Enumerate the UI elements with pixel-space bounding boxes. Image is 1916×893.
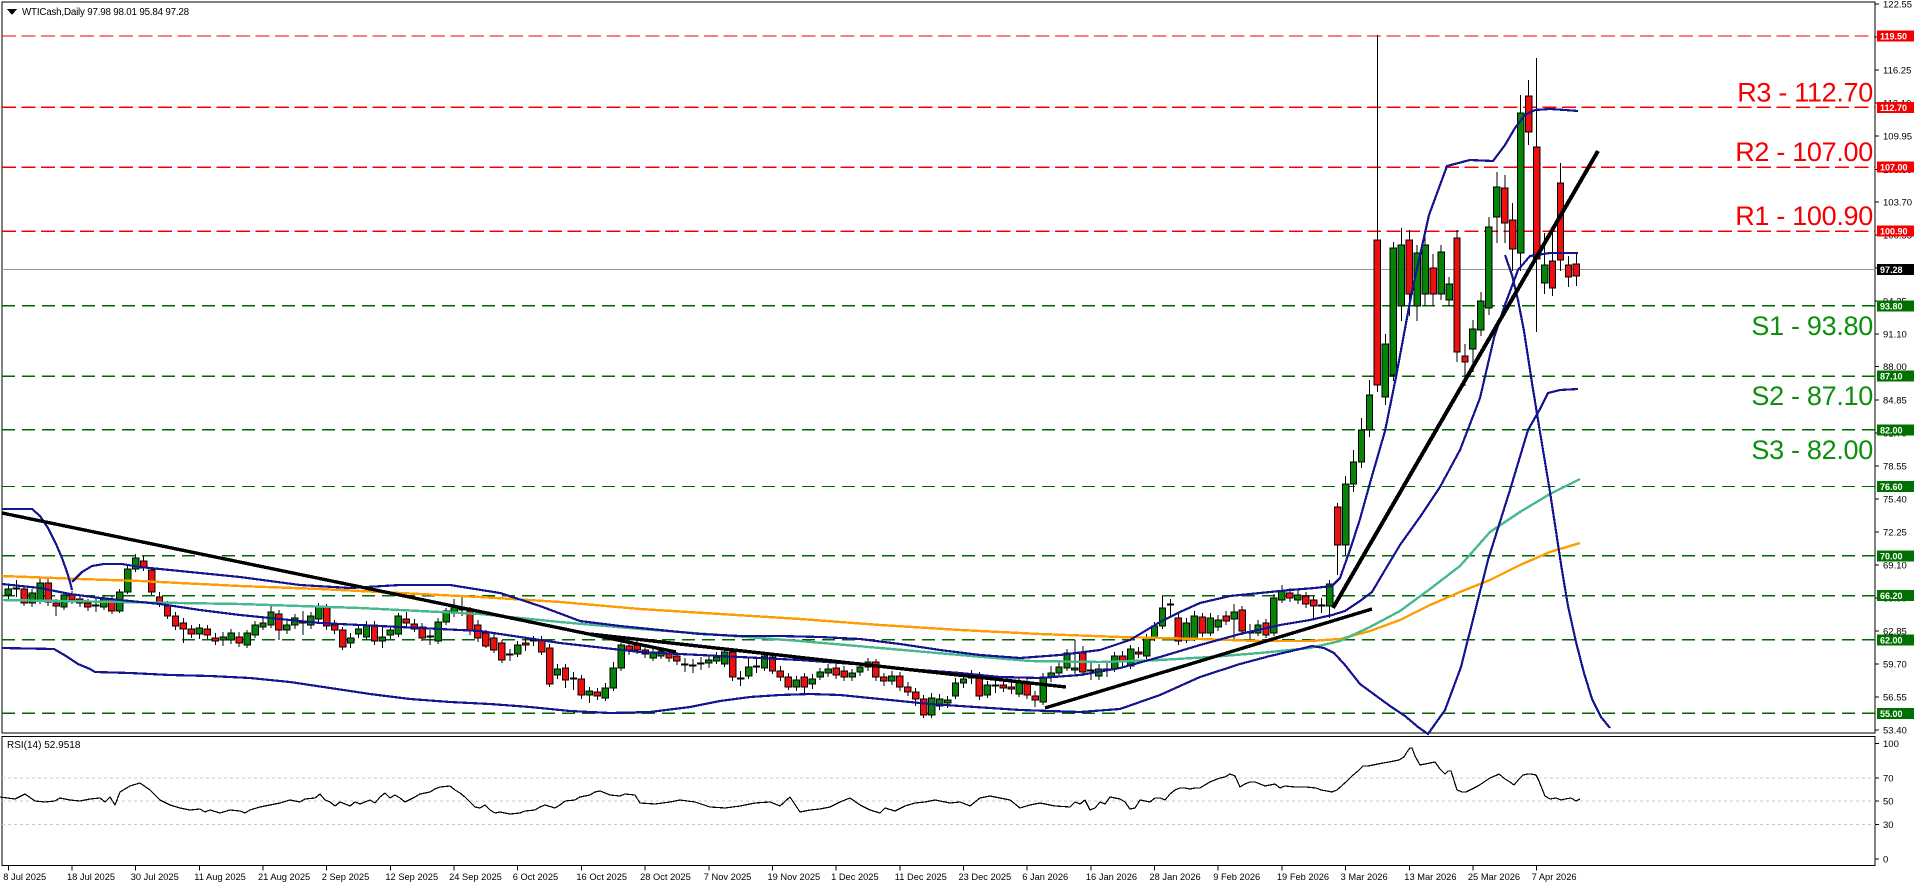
svg-text:8 Jul 2025: 8 Jul 2025 — [3, 872, 46, 882]
svg-text:122.55: 122.55 — [1883, 0, 1912, 10]
svg-text:12 Sep 2025: 12 Sep 2025 — [385, 872, 438, 882]
svg-text:119.50: 119.50 — [1880, 31, 1907, 41]
svg-text:28 Jan 2026: 28 Jan 2026 — [1150, 872, 1201, 882]
svg-text:19 Nov 2025: 19 Nov 2025 — [768, 872, 821, 882]
svg-text:16 Oct 2025: 16 Oct 2025 — [576, 872, 627, 882]
svg-text:S3 - 82.00: S3 - 82.00 — [1751, 435, 1873, 465]
svg-text:112.70: 112.70 — [1880, 103, 1907, 113]
svg-text:100.90: 100.90 — [1880, 227, 1908, 237]
svg-text:55.00: 55.00 — [1880, 709, 1903, 719]
svg-text:7 Nov 2025: 7 Nov 2025 — [704, 872, 752, 882]
svg-text:100: 100 — [1883, 739, 1899, 750]
svg-text:116.25: 116.25 — [1883, 66, 1911, 77]
svg-text:21 Aug 2025: 21 Aug 2025 — [258, 872, 310, 882]
svg-text:50: 50 — [1883, 797, 1894, 808]
svg-text:93.80: 93.80 — [1880, 301, 1903, 311]
svg-text:3 Mar 2026: 3 Mar 2026 — [1341, 872, 1388, 882]
svg-text:1 Dec 2025: 1 Dec 2025 — [831, 872, 879, 882]
svg-text:82.00: 82.00 — [1880, 425, 1903, 435]
svg-text:28 Oct 2025: 28 Oct 2025 — [640, 872, 691, 882]
svg-text:30: 30 — [1883, 820, 1894, 831]
svg-text:70.00: 70.00 — [1880, 551, 1903, 561]
svg-text:0: 0 — [1883, 854, 1888, 865]
svg-text:WTICash,Daily 97.98 98.01 95.: WTICash,Daily 97.98 98.01 95.84 97.28 — [22, 7, 190, 18]
svg-text:13 Mar 2026: 13 Mar 2026 — [1404, 872, 1456, 882]
svg-text:6 Oct 2025: 6 Oct 2025 — [513, 872, 558, 882]
svg-text:103.70: 103.70 — [1883, 197, 1912, 208]
svg-text:91.10: 91.10 — [1883, 330, 1907, 341]
svg-text:2 Sep 2025: 2 Sep 2025 — [322, 872, 370, 882]
svg-text:S2 - 87.10: S2 - 87.10 — [1751, 381, 1873, 411]
svg-text:7 Apr 2026: 7 Apr 2026 — [1532, 872, 1577, 882]
svg-text:76.60: 76.60 — [1880, 482, 1903, 492]
svg-text:24 Sep 2025: 24 Sep 2025 — [449, 872, 502, 882]
svg-text:53.40: 53.40 — [1883, 726, 1907, 737]
svg-text:S1 - 93.80: S1 - 93.80 — [1751, 311, 1873, 341]
svg-text:16 Jan 2026: 16 Jan 2026 — [1086, 872, 1137, 882]
svg-text:62.85: 62.85 — [1883, 626, 1907, 637]
svg-text:R1 - 100.90: R1 - 100.90 — [1735, 201, 1873, 231]
svg-text:25 Mar 2026: 25 Mar 2026 — [1468, 872, 1520, 882]
svg-text:62.00: 62.00 — [1880, 635, 1903, 645]
svg-text:109.95: 109.95 — [1883, 132, 1912, 143]
svg-text:6 Jan 2026: 6 Jan 2026 — [1022, 872, 1068, 882]
svg-text:97.28: 97.28 — [1880, 265, 1903, 275]
svg-text:66.20: 66.20 — [1880, 591, 1903, 601]
svg-text:88.00: 88.00 — [1883, 362, 1907, 373]
svg-text:56.55: 56.55 — [1883, 693, 1907, 704]
svg-text:84.85: 84.85 — [1883, 395, 1907, 406]
svg-text:30 Jul 2025: 30 Jul 2025 — [131, 872, 179, 882]
svg-text:18 Jul 2025: 18 Jul 2025 — [67, 872, 115, 882]
svg-text:23 Dec 2025: 23 Dec 2025 — [959, 872, 1012, 882]
svg-text:72.25: 72.25 — [1883, 528, 1907, 539]
svg-text:R2 - 107.00: R2 - 107.00 — [1735, 137, 1873, 167]
svg-text:69.10: 69.10 — [1883, 561, 1907, 572]
svg-text:11 Aug 2025: 11 Aug 2025 — [194, 872, 246, 882]
svg-text:78.55: 78.55 — [1883, 462, 1907, 473]
svg-text:75.40: 75.40 — [1883, 495, 1907, 506]
svg-text:9 Feb 2026: 9 Feb 2026 — [1213, 872, 1260, 882]
svg-text:R3 - 112.70: R3 - 112.70 — [1737, 77, 1873, 107]
svg-text:107.00: 107.00 — [1880, 163, 1908, 173]
svg-text:70: 70 — [1883, 774, 1894, 785]
svg-text:11 Dec 2025: 11 Dec 2025 — [895, 872, 947, 882]
svg-text:87.10: 87.10 — [1880, 372, 1903, 382]
svg-text:19 Feb 2026: 19 Feb 2026 — [1277, 872, 1329, 882]
svg-text:RSI(14) 52.9518: RSI(14) 52.9518 — [7, 740, 81, 751]
svg-text:59.70: 59.70 — [1883, 660, 1907, 671]
